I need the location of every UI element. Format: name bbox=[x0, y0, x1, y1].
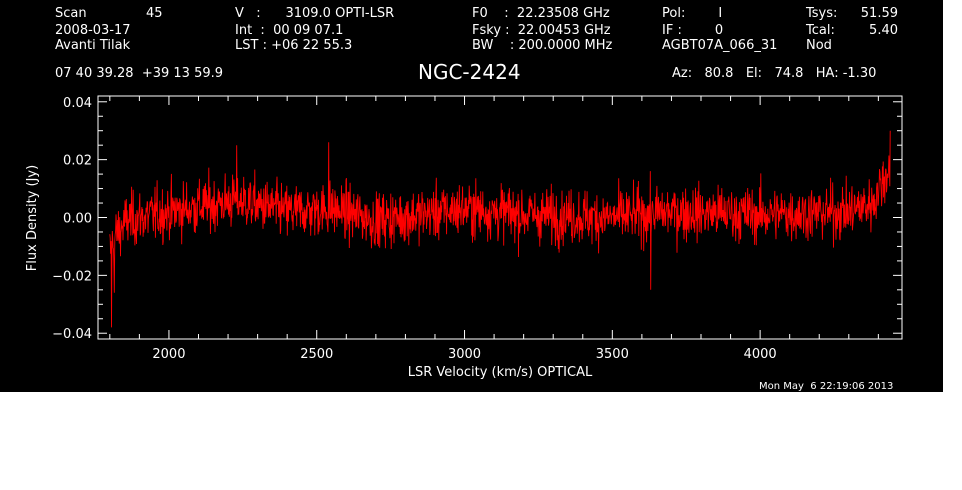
polarization: Pol: I bbox=[662, 6, 723, 21]
bandwidth: BW : 200.0000 MHz bbox=[472, 38, 613, 53]
project-id: AGBT07A_066_31 bbox=[662, 38, 778, 53]
x-tick-label: 3500 bbox=[596, 347, 629, 362]
observation-date: 2008-03-17 bbox=[55, 23, 131, 38]
timestamp: Mon May 6 22:19:06 2013 bbox=[759, 381, 894, 392]
sky-frequency: Fsky : 22.00453 GHz bbox=[472, 23, 611, 38]
tsys-value: 51.59 bbox=[860, 6, 898, 21]
spectrum-series-line bbox=[109, 130, 891, 328]
scan-label: Scan bbox=[55, 6, 87, 21]
x-tick-label: 4000 bbox=[744, 347, 777, 362]
chart-title: NGC-2424 bbox=[418, 60, 521, 84]
tcal-value: 5.40 bbox=[869, 23, 898, 38]
velocity-info: V : 3109.0 OPTI-LSR bbox=[235, 6, 395, 21]
pointing-info: Az: 80.8 El: 74.8 HA: -1.30 bbox=[672, 66, 877, 81]
tsys-label: Tsys: bbox=[806, 6, 838, 21]
scan-number: 45 bbox=[146, 6, 163, 21]
x-tick-label: 2500 bbox=[300, 347, 333, 362]
y-tick-label: 0.00 bbox=[63, 212, 92, 227]
plot-panel: Scan 45 2008-03-17 Avanti Tilak V : 3109… bbox=[0, 0, 943, 392]
y-tick-label: −0.04 bbox=[52, 327, 92, 342]
y-axis-label: Flux Density (Jy) bbox=[25, 165, 40, 271]
y-tick-label: −0.02 bbox=[52, 269, 92, 284]
rest-frequency: F0 : 22.23508 GHz bbox=[472, 6, 610, 21]
plot-area bbox=[109, 130, 891, 328]
axes: 2000 2500 3000 3500 4000 −0.04 −0.02 0.00 0.02 0.… bbox=[52, 95, 903, 362]
lst-info: LST : +06 22 55.3 bbox=[235, 38, 353, 53]
tcal-label: Tcal: bbox=[806, 23, 835, 38]
source-coordinates: 07 40 39.28 +39 13 59.9 bbox=[55, 66, 224, 81]
nod-label: Nod bbox=[806, 38, 832, 53]
x-tick-label: 2000 bbox=[152, 347, 185, 362]
if-number: IF : 0 bbox=[662, 23, 724, 38]
observer-name: Avanti Tilak bbox=[55, 38, 131, 53]
y-tick-label: 0.04 bbox=[63, 96, 92, 111]
x-tick-label: 3000 bbox=[448, 347, 481, 362]
x-axis-label: LSR Velocity (km/s) OPTICAL bbox=[407, 365, 593, 380]
y-tick-label: 0.02 bbox=[63, 154, 92, 169]
integration-time: Int : 00 09 07.1 bbox=[235, 23, 344, 38]
spectrum-chart: 2000 2500 3000 3500 4000 −0.04 −0.02 0.00 0.02 0.… bbox=[25, 95, 903, 362]
